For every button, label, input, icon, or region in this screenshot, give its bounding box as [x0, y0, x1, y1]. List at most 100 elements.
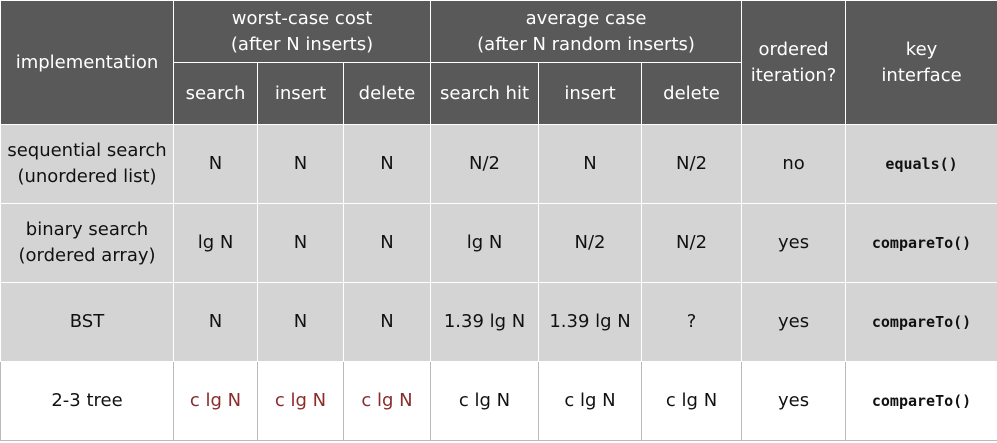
- cell-text: N: [293, 311, 308, 332]
- cell-text: N: [293, 153, 308, 174]
- table-cell: c lg N: [538, 361, 643, 441]
- table-cell: yes: [741, 203, 847, 283]
- table-cell: N/2: [641, 124, 743, 204]
- cell-text: N: [380, 232, 394, 253]
- cell-text: compareTo(): [871, 313, 972, 331]
- cell-text: N/2: [574, 232, 606, 253]
- table-cell: equals(): [845, 124, 997, 204]
- header-cell: implementation: [0, 0, 174, 125]
- column-header: insert: [538, 62, 643, 125]
- cell-text: key: [905, 38, 938, 60]
- cell-text: N: [380, 311, 394, 332]
- column-header: search hit: [430, 62, 540, 125]
- column-header: delete: [641, 62, 743, 125]
- cell-text: c lg N: [665, 390, 718, 411]
- cell-text: N/2: [469, 153, 501, 174]
- cell-text: c lg N: [274, 390, 327, 411]
- table-cell: N: [173, 282, 258, 362]
- cell-text: N/2: [676, 232, 708, 253]
- cell-text: (after N random inserts): [477, 33, 695, 55]
- row-name: sequential search (unordered list): [0, 124, 174, 204]
- cell-text: (after N inserts): [230, 33, 374, 55]
- table-cell: N/2: [538, 203, 643, 283]
- cell-text: search hit: [440, 82, 530, 104]
- cell-text: implementation: [15, 51, 159, 73]
- header-row: implementation worst-case cost (after N in…: [0, 0, 997, 125]
- cell-text: iteration?: [750, 64, 837, 86]
- cell-text: interface: [881, 64, 962, 86]
- table-cell: ?: [641, 282, 743, 362]
- row-name: binary search (ordered array): [0, 203, 174, 283]
- cell-text: 1.39 lg N: [443, 311, 526, 332]
- cell-text: delete: [663, 82, 720, 104]
- group-header: average case (after N random inserts): [430, 0, 743, 63]
- table-row: sequential search (unordered list) N N N N/2 N…: [0, 124, 997, 204]
- table-cell: yes: [741, 282, 847, 362]
- table-cell: N/2: [430, 124, 540, 204]
- row-name: 2-3 tree: [0, 361, 174, 441]
- table-cell: lg N: [430, 203, 540, 283]
- table-cell: N: [538, 124, 643, 204]
- table-cell: c lg N: [173, 361, 258, 441]
- table-cell: N: [342, 282, 432, 362]
- cell-text: N: [293, 232, 308, 253]
- cell-text: yes: [777, 390, 810, 411]
- cell-text: search: [185, 82, 246, 104]
- cell-text: equals(): [885, 155, 958, 173]
- cell-text: insert: [274, 82, 327, 104]
- cell-text: c lg N: [361, 390, 413, 411]
- cell-text: 1.39 lg N: [549, 311, 631, 332]
- cell-text: average case: [525, 7, 647, 29]
- table-cell: yes: [741, 361, 847, 441]
- table-header: implementation worst-case cost (after N in…: [0, 0, 997, 125]
- cell-text: sequential search: [7, 140, 167, 161]
- table-cell: c lg N: [641, 361, 743, 441]
- table-cell: no: [741, 124, 847, 204]
- cell-text: N: [208, 153, 223, 174]
- column-header: insert: [257, 62, 344, 125]
- table-cell: 1.39 lg N: [538, 282, 643, 362]
- cell-text: 2-3 tree: [51, 390, 123, 411]
- table-row: BST N N N 1.39 lg N 1.39 lg N? yes compareTo(): [0, 282, 997, 362]
- table-cell: N: [257, 203, 344, 283]
- cell-text: (unordered list): [17, 166, 157, 187]
- table-body: sequential search (unordered list) N N N N/2 N…: [0, 124, 997, 441]
- cell-text: N/2: [676, 153, 708, 174]
- table-row: 2-3 tree c lg N c lg N c lg N c lg N c lg N c …: [0, 361, 997, 441]
- header-cell: ordered iteration?: [741, 0, 847, 125]
- table-cell: N: [342, 124, 432, 204]
- row-name: BST: [0, 282, 174, 362]
- cell-text: yes: [777, 232, 810, 253]
- table-cell: compareTo(): [845, 361, 997, 441]
- cell-text: insert: [564, 82, 616, 104]
- table-cell: lg N: [173, 203, 258, 283]
- cell-text: N: [583, 153, 597, 174]
- cell-text: BST: [69, 311, 105, 332]
- cell-text: binary search: [25, 219, 149, 240]
- table-cell: N/2: [641, 203, 743, 283]
- table-cell: N: [257, 282, 344, 362]
- table-cell: N: [173, 124, 258, 204]
- table-cell: 1.39 lg N: [430, 282, 540, 362]
- header-cell: key interface: [845, 0, 997, 125]
- cell-text: compareTo(): [871, 392, 972, 410]
- table-cell: compareTo(): [845, 282, 997, 362]
- table-cell: N: [257, 124, 344, 204]
- column-header: search: [173, 62, 258, 125]
- cell-text: (ordered array): [18, 245, 156, 266]
- table-cell: c lg N: [430, 361, 540, 441]
- cell-text: c lg N: [189, 390, 242, 411]
- cell-text: delete: [358, 82, 416, 104]
- cell-text: worst-case cost: [231, 7, 373, 29]
- table-cell: N: [342, 203, 432, 283]
- cell-text: N: [208, 311, 223, 332]
- table-cell: compareTo(): [845, 203, 997, 283]
- table-cell: c lg N: [342, 361, 432, 441]
- cell-text: ?: [686, 311, 697, 332]
- cell-text: c lg N: [564, 390, 616, 411]
- cell-text: lg N: [466, 232, 503, 253]
- cell-text: no: [782, 153, 805, 174]
